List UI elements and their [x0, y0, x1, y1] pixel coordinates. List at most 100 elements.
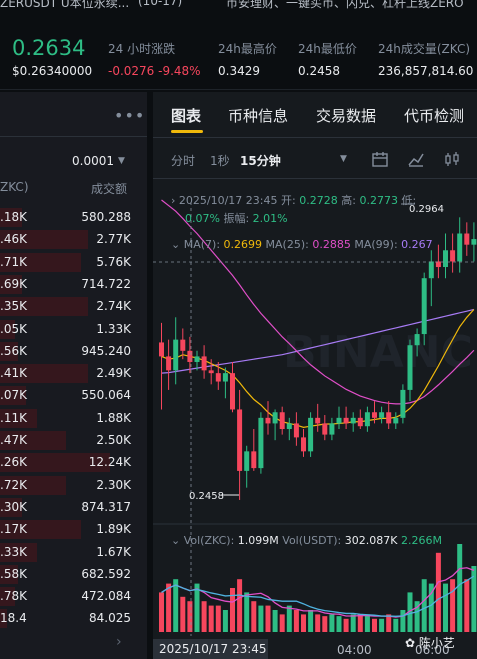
- tab-token-check[interactable]: 代币检测: [404, 107, 465, 125]
- ask-row[interactable]: .17K 1.89K: [0, 519, 147, 540]
- ask-row[interactable]: .35K 2.74K: [0, 296, 147, 317]
- collapse-chevron-icon[interactable]: ›: [171, 194, 176, 207]
- depth-bar: [0, 453, 110, 473]
- high-label: 高:: [341, 194, 356, 207]
- volume-bar: [286, 605, 292, 632]
- ask-row[interactable]: .47K 2.50K: [0, 430, 147, 451]
- candle-body: [386, 412, 392, 424]
- ohlc-line-2: 0.07% 振幅: 2.01%: [185, 210, 288, 226]
- tab-coin-info[interactable]: 币种信息: [228, 107, 289, 125]
- ask-row[interactable]: .56K 945.240: [0, 341, 147, 362]
- depth-bar: [0, 564, 18, 584]
- depth-bar: [0, 542, 37, 562]
- vol-collapse-chevron-icon[interactable]: ⌄: [171, 534, 181, 547]
- top-strip-promo[interactable]: 币安理财、一键买币、闪兑、杠杆上线ZERO: [226, 0, 464, 10]
- chevron-right-icon[interactable]: ›: [116, 634, 122, 650]
- depth-bar: [0, 274, 22, 294]
- candle-body: [407, 345, 413, 390]
- user-tag: 陈小艺: [418, 636, 455, 650]
- vol-usdt-value: 302.087K: [344, 534, 398, 547]
- candle-body: [372, 412, 377, 418]
- stat-24h-volume-label: 24h成交量(ZKC): [378, 42, 471, 56]
- timeframe-1s[interactable]: 1秒: [210, 154, 230, 168]
- ohlc-line-1: › 2025/10/17 23:45 开: 0.2728 高: 0.2773 低…: [171, 192, 416, 208]
- candle-body: [428, 261, 434, 279]
- precision-select[interactable]: 0.0001: [72, 154, 114, 168]
- timeframe-15m[interactable]: 15分钟: [240, 154, 281, 168]
- ma-collapse-chevron-icon[interactable]: ⌄: [171, 238, 181, 251]
- ask-row[interactable]: .72K 2.30K: [0, 475, 147, 496]
- ask-row[interactable]: .69K 714.722: [0, 274, 147, 295]
- volume-bar: [421, 579, 427, 632]
- stat-24h-high-value: 0.3429: [218, 64, 260, 78]
- candle-body: [251, 451, 257, 469]
- ask-row[interactable]: .18K 580.288: [0, 207, 147, 228]
- ask-row[interactable]: .33K 1.67K: [0, 542, 147, 563]
- candle-body: [357, 417, 363, 427]
- time-axis-label: 04:00: [337, 643, 372, 657]
- ask-row[interactable]: .41K 2.49K: [0, 363, 147, 384]
- candle-body: [237, 409, 243, 471]
- exchange-watermark: BINANCE: [283, 327, 477, 378]
- candle-style-icon[interactable]: [443, 150, 461, 168]
- volume-bar: [443, 583, 448, 632]
- candle-body: [393, 417, 399, 424]
- ma99-label: MA(99):: [354, 238, 398, 251]
- depth-bar: [0, 208, 22, 227]
- volume-bar: [450, 579, 456, 632]
- volume-bar: [329, 614, 335, 632]
- candle-body: [343, 417, 349, 424]
- ma99-value: 0.267: [401, 238, 433, 251]
- volume-bar: [400, 610, 406, 632]
- ask-row[interactable]: 18.4 84.025: [0, 608, 147, 629]
- candle-body: [450, 250, 456, 262]
- depth-bar: [0, 297, 88, 317]
- volume-bar: [194, 583, 200, 632]
- ask-row[interactable]: .58K 682.592: [0, 564, 147, 585]
- ask-amount: .56K: [0, 343, 27, 358]
- tab-trading-data[interactable]: 交易数据: [316, 107, 377, 125]
- ask-row[interactable]: .11K 1.88K: [0, 408, 147, 429]
- low-price-marker: 0.2458: [189, 491, 224, 502]
- ask-amount: .26K: [0, 455, 27, 470]
- more-options-icon[interactable]: •••: [114, 106, 146, 125]
- candle-body: [173, 339, 179, 371]
- chevron-down-icon[interactable]: ▼: [118, 156, 125, 166]
- indicator-icon[interactable]: [407, 150, 425, 168]
- volume-bar: [407, 592, 413, 632]
- ask-amount: .11K: [0, 410, 27, 425]
- candle-body: [166, 356, 172, 371]
- candlestick-chart[interactable]: BINANCE 0.2964 0.2458: [153, 92, 477, 659]
- top-strip: ZERUSDT U本位永续... (10-17) 币安理财、一键买币、闪兑、杠杆…: [0, 0, 477, 22]
- ask-row[interactable]: .07K 550.064: [0, 385, 147, 406]
- ask-row[interactable]: .46K 2.77K: [0, 229, 147, 250]
- volume-bar: [222, 610, 228, 632]
- volume-bar: [364, 614, 370, 632]
- ask-row[interactable]: .05K 1.33K: [0, 319, 147, 340]
- tab-chart[interactable]: 图表: [171, 107, 202, 125]
- volume-bar: [464, 579, 470, 632]
- ask-row[interactable]: .78K 472.084: [0, 586, 147, 607]
- candle-body: [364, 412, 370, 427]
- high-value: 0.2773: [359, 194, 398, 207]
- candle-body: [194, 356, 200, 362]
- crosshair-time-tag: 2025/10/17 23:45: [153, 639, 268, 659]
- timeframe-line[interactable]: 分时: [171, 154, 196, 168]
- volume-bar: [372, 618, 377, 632]
- change-value: 0.07%: [185, 212, 220, 225]
- timeframe-dropdown-icon[interactable]: ▼: [340, 154, 347, 164]
- ask-total: 5.76K: [96, 254, 131, 269]
- ask-row[interactable]: .26K 12.24K: [0, 452, 147, 473]
- calendar-settings-icon[interactable]: [371, 150, 389, 168]
- volume-bar: [293, 610, 299, 632]
- ask-row[interactable]: .71K 5.76K: [0, 252, 147, 273]
- ma25-value: 0.2885: [312, 238, 351, 251]
- ask-row[interactable]: .30K 874.317: [0, 497, 147, 518]
- toolbar-divider: [153, 178, 477, 179]
- order-book: ••• 0.0001 ▼ ZKC) 成交额 .18K 580.288 .46K 2.7…: [0, 92, 147, 659]
- paw-icon: ✿: [405, 636, 416, 650]
- volume-bar: [357, 614, 363, 632]
- depth-bar: [0, 431, 66, 450]
- volume-bar: [386, 614, 392, 632]
- volume-bar: [173, 579, 179, 632]
